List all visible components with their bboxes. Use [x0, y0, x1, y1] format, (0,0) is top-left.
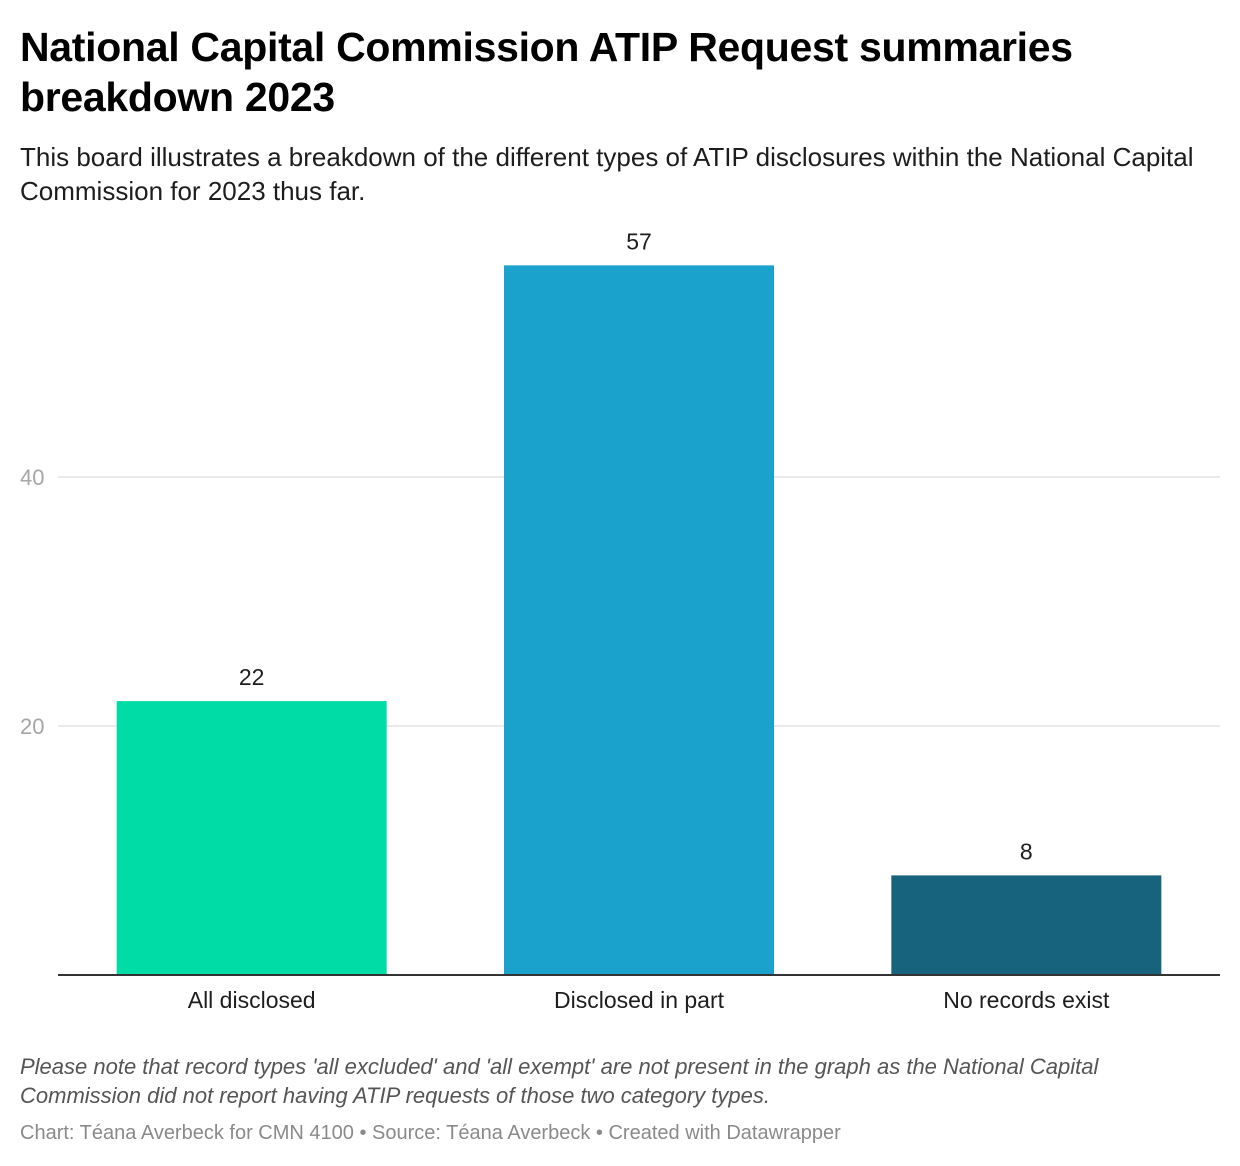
value-labels: 22 57 8	[239, 228, 1033, 864]
category-label: No records exist	[943, 987, 1110, 1013]
bar-value-label: 22	[239, 664, 265, 690]
chart-footer: Chart: Téana Averbeck for CMN 4100 • Sou…	[20, 1119, 1220, 1147]
y-tick-label: 20	[20, 714, 44, 739]
bar	[504, 265, 774, 976]
category-label: Disclosed in part	[554, 987, 725, 1013]
chart-title: National Capital Commission ATIP Request…	[20, 24, 1073, 120]
footer-created-with: Created with Datawrapper	[608, 1122, 841, 1144]
bar-value-label: 8	[1020, 838, 1033, 864]
bar	[116, 701, 387, 975]
bar-value-label: 57	[626, 228, 652, 254]
footer-chart-label: Chart:	[20, 1122, 75, 1144]
category-labels: All disclosed Disclosed in part No records…	[188, 987, 1110, 1013]
bars	[116, 265, 1162, 976]
chart-subtitle: This board illustrates a breakdown of th…	[20, 142, 1194, 206]
chart-note: Please note that record types 'all exclu…	[20, 1054, 1099, 1108]
bar	[891, 875, 1162, 975]
footer-chart-author: Téana Averbeck for CMN 4100	[79, 1122, 354, 1144]
footer-source: Téana Averbeck	[446, 1122, 591, 1144]
category-label: All disclosed	[188, 987, 316, 1013]
y-tick-label: 40	[20, 465, 44, 490]
footer-separator: •	[359, 1122, 367, 1144]
footer-source-label: Source:	[372, 1122, 441, 1144]
footer-separator: •	[595, 1122, 603, 1144]
